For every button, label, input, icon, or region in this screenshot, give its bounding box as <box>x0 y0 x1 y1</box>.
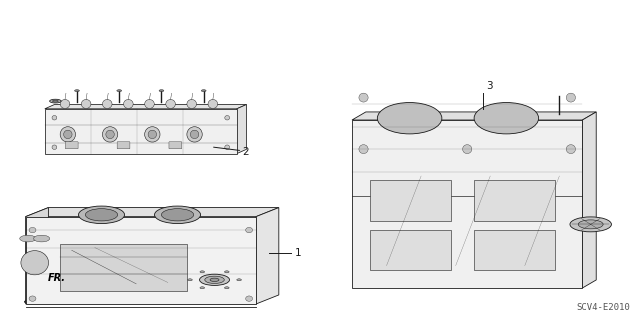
Ellipse shape <box>52 116 57 120</box>
Polygon shape <box>26 208 49 304</box>
Ellipse shape <box>474 102 539 134</box>
Ellipse shape <box>148 130 157 139</box>
Ellipse shape <box>225 287 229 289</box>
FancyBboxPatch shape <box>169 142 182 149</box>
Ellipse shape <box>124 100 133 108</box>
Ellipse shape <box>566 145 575 154</box>
Ellipse shape <box>225 116 230 120</box>
Polygon shape <box>474 180 555 221</box>
Ellipse shape <box>359 145 368 154</box>
Ellipse shape <box>190 130 199 139</box>
Text: SCV4-E2010: SCV4-E2010 <box>577 303 630 312</box>
Ellipse shape <box>85 209 118 221</box>
Ellipse shape <box>117 90 122 92</box>
Ellipse shape <box>200 271 205 273</box>
Ellipse shape <box>79 206 125 224</box>
Ellipse shape <box>378 102 442 134</box>
Polygon shape <box>371 230 451 270</box>
Ellipse shape <box>81 100 91 108</box>
Ellipse shape <box>166 100 175 108</box>
Polygon shape <box>352 120 582 288</box>
Ellipse shape <box>566 93 575 102</box>
Ellipse shape <box>145 100 154 108</box>
Polygon shape <box>45 109 237 154</box>
Polygon shape <box>26 217 256 304</box>
Ellipse shape <box>29 296 36 301</box>
Ellipse shape <box>102 127 118 142</box>
Ellipse shape <box>205 276 224 284</box>
Ellipse shape <box>21 251 49 275</box>
Text: FR.: FR. <box>48 273 66 283</box>
Ellipse shape <box>33 235 50 242</box>
Ellipse shape <box>202 90 206 92</box>
Ellipse shape <box>187 127 202 142</box>
Polygon shape <box>352 112 596 120</box>
Polygon shape <box>26 208 279 217</box>
Ellipse shape <box>106 130 115 139</box>
Ellipse shape <box>200 287 205 289</box>
Ellipse shape <box>159 90 164 92</box>
Ellipse shape <box>200 274 230 285</box>
Ellipse shape <box>154 206 200 224</box>
Ellipse shape <box>50 99 61 103</box>
Text: 1: 1 <box>294 248 301 258</box>
Ellipse shape <box>187 100 196 108</box>
Ellipse shape <box>359 93 368 102</box>
Ellipse shape <box>29 228 36 233</box>
Ellipse shape <box>210 278 219 282</box>
Polygon shape <box>45 105 246 109</box>
Ellipse shape <box>52 100 58 102</box>
Polygon shape <box>237 105 246 154</box>
Ellipse shape <box>102 100 112 108</box>
Ellipse shape <box>579 220 603 229</box>
Ellipse shape <box>463 145 472 154</box>
Ellipse shape <box>161 209 194 221</box>
Ellipse shape <box>52 145 57 149</box>
Ellipse shape <box>75 90 79 92</box>
Ellipse shape <box>225 145 230 149</box>
Text: 3: 3 <box>486 81 493 91</box>
Ellipse shape <box>145 127 160 142</box>
Ellipse shape <box>20 235 36 242</box>
Ellipse shape <box>208 100 218 108</box>
Ellipse shape <box>570 217 611 232</box>
Ellipse shape <box>237 279 241 281</box>
Polygon shape <box>371 180 451 221</box>
Polygon shape <box>60 244 187 291</box>
Ellipse shape <box>60 127 76 142</box>
FancyBboxPatch shape <box>117 142 130 149</box>
Text: 2: 2 <box>243 147 249 157</box>
Ellipse shape <box>246 228 253 233</box>
Ellipse shape <box>225 271 229 273</box>
Polygon shape <box>582 112 596 288</box>
Ellipse shape <box>60 100 70 108</box>
Ellipse shape <box>188 279 192 281</box>
Ellipse shape <box>63 130 72 139</box>
Polygon shape <box>256 208 279 304</box>
Ellipse shape <box>246 296 253 301</box>
Polygon shape <box>474 230 555 270</box>
FancyBboxPatch shape <box>65 142 78 149</box>
